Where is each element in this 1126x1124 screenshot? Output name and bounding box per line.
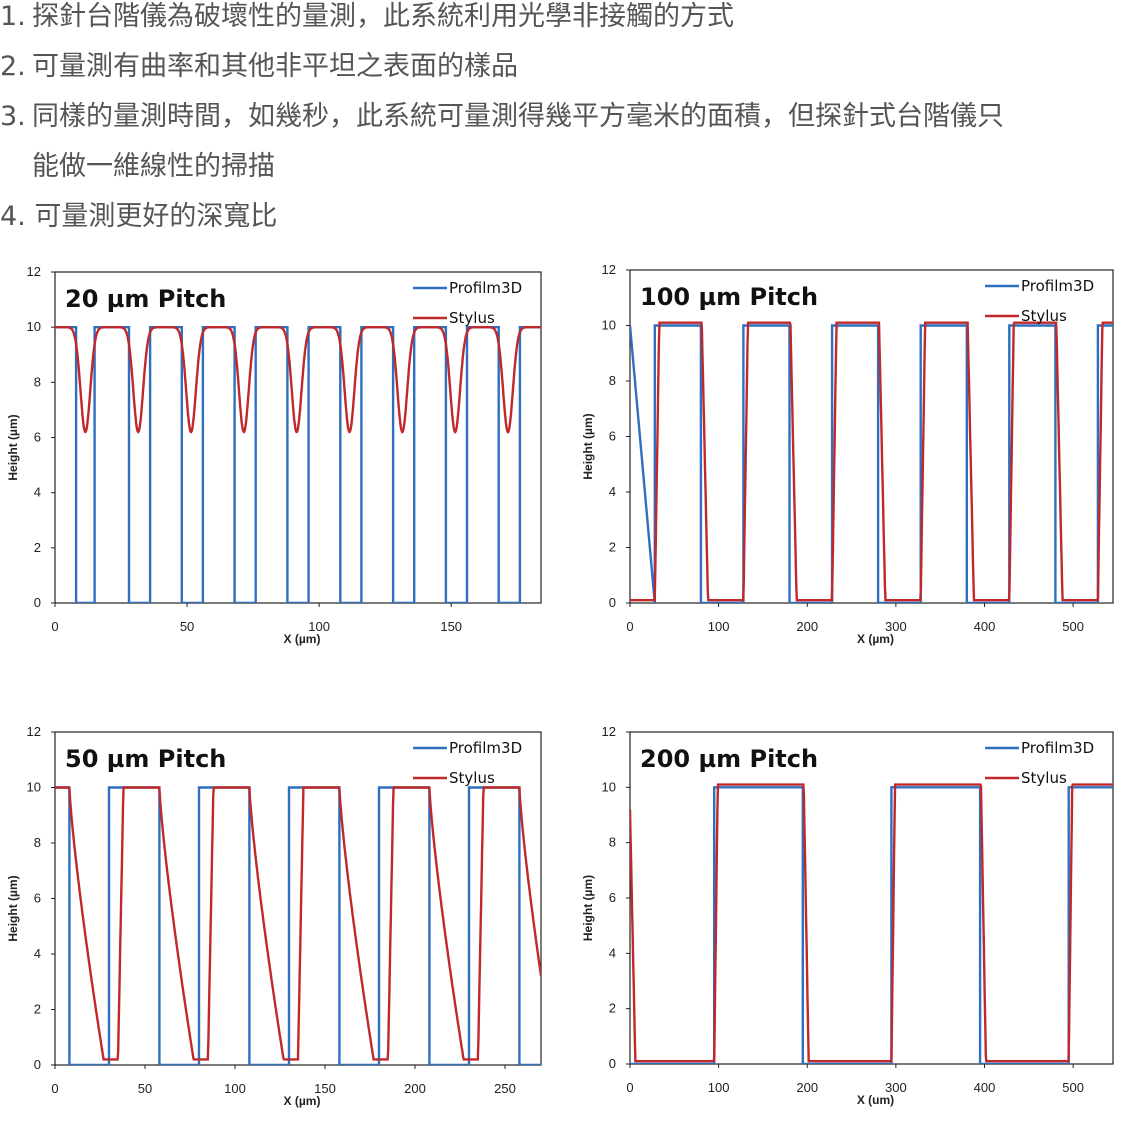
x-tick-label: 200 [404, 1081, 426, 1096]
legend-label-profilm3d: Profilm3D [449, 739, 522, 757]
y-axis-label: Height (µm) [6, 875, 20, 941]
legend-label-stylus: Stylus [449, 309, 495, 327]
x-tick-label: 0 [51, 1081, 58, 1096]
x-tick-label: 100 [708, 1080, 730, 1095]
list-text: 探針台階儀為破壞性的量測，此系統利用光學非接觸的方式 [32, 1, 734, 32]
x-tick-label: 150 [440, 619, 462, 634]
y-axis-label: Height (µm) [581, 413, 595, 479]
chart-title: 20 µm Pitch [65, 285, 226, 313]
x-tick-label: 100 [308, 619, 330, 634]
chart-20um-pitch: 0 2 4 6 8 10 12 0 50 100 150 X (µm) Height (µm) 20 µm… [0, 252, 556, 652]
chart-title: 100 µm Pitch [640, 283, 818, 311]
stylus-series-line [55, 786, 541, 1061]
y-tick-label: 6 [34, 891, 41, 906]
x-tick-label: 50 [180, 619, 194, 634]
legend-label-profilm3d: Profilm3D [1021, 277, 1094, 295]
chart-title: 200 µm Pitch [640, 745, 818, 773]
y-tick-label: 4 [34, 485, 41, 500]
list-item: 4. 可量測更好的深寬比 [0, 201, 278, 232]
y-tick-label: 8 [609, 373, 616, 388]
y-tick-label: 2 [34, 1002, 41, 1017]
y-tick-label: 12 [27, 264, 41, 279]
chart-100um-pitch: 0 2 4 6 8 10 12 0 100 200 300 400 500 X (µm) Height (µ… [572, 252, 1126, 652]
y-tick-label: 4 [34, 946, 41, 961]
y-tick-label: 8 [609, 835, 616, 850]
list-number: 2. [0, 51, 26, 82]
x-tick-label: 500 [1062, 619, 1084, 634]
list-item: 1. 探針台階儀為破壞性的量測，此系統利用光學非接觸的方式 [0, 0, 734, 34]
y-tick-label: 2 [609, 540, 616, 555]
legend-label-profilm3d: Profilm3D [449, 279, 522, 297]
y-tick-label: 8 [34, 835, 41, 850]
x-tick-label: 100 [708, 619, 730, 634]
list-text: 同樣的量測時間，如幾秒，此系統可量測得幾平方毫米的面積，但探針式台階儀只 [32, 101, 1004, 132]
x-tick-label: 150 [314, 1081, 336, 1096]
list-item: 2. 可量測有曲率和其他非平坦之表面的樣品 [0, 50, 518, 84]
legend-label-profilm3d: Profilm3D [1021, 739, 1094, 757]
list-text: 可量測有曲率和其他非平坦之表面的樣品 [32, 51, 518, 82]
x-tick-label: 0 [626, 1080, 633, 1095]
chart-50um-pitch: 0 2 4 6 8 10 12 0 50 100 150 200 250 X (µm) Height (µm… [0, 712, 556, 1112]
x-tick-label: 0 [51, 619, 58, 634]
x-tick-label: 300 [885, 1080, 907, 1095]
x-axis-label: X (µm) [857, 632, 894, 646]
y-tick-label: 0 [609, 1056, 616, 1071]
x-tick-label: 300 [885, 619, 907, 634]
y-tick-label: 0 [34, 595, 41, 610]
chart-200um-pitch: 0 2 4 6 8 10 12 0 100 200 300 400 500 X (um) Height (µ… [572, 712, 1126, 1112]
x-tick-label: 200 [796, 619, 818, 634]
y-tick-label: 10 [602, 779, 616, 794]
stylus-series-line [630, 321, 1113, 602]
y-tick-label: 10 [602, 318, 616, 333]
x-tick-label: 0 [626, 619, 633, 634]
x-tick-label: 500 [1062, 1080, 1084, 1095]
x-tick-label: 250 [494, 1081, 516, 1096]
x-axis-label: X (µm) [284, 632, 321, 646]
y-tick-label: 4 [609, 945, 616, 960]
x-axis-label: X (um) [857, 1093, 894, 1107]
y-tick-label: 0 [34, 1057, 41, 1072]
x-tick-label: 100 [224, 1081, 246, 1096]
y-tick-label: 2 [609, 1001, 616, 1016]
y-tick-label: 8 [34, 374, 41, 389]
profilm3d-series-line [55, 326, 541, 603]
stylus-series-line [55, 326, 541, 434]
y-tick-label: 6 [609, 429, 616, 444]
profilm3d-series-line [630, 786, 1113, 1064]
y-axis-label: Height (µm) [6, 414, 20, 480]
y-tick-label: 4 [609, 484, 616, 499]
y-tick-label: 0 [609, 595, 616, 610]
y-tick-label: 12 [27, 724, 41, 739]
y-tick-label: 6 [609, 890, 616, 905]
list-item: 3. 同樣的量測時間，如幾秒，此系統可量測得幾平方毫米的面積，但探針式台階儀只 [0, 100, 1004, 134]
list-item-continuation: 能做一維線性的掃描 [32, 151, 275, 182]
list-number: 1. [0, 1, 26, 32]
x-axis-label: X (µm) [284, 1094, 321, 1108]
legend-label-stylus: Stylus [1021, 307, 1067, 325]
y-tick-label: 10 [27, 319, 41, 334]
y-tick-label: 12 [602, 262, 616, 277]
chart-title: 50 µm Pitch [65, 745, 226, 773]
legend-label-stylus: Stylus [449, 769, 495, 787]
y-tick-label: 12 [602, 724, 616, 739]
x-tick-label: 200 [796, 1080, 818, 1095]
y-tick-label: 10 [27, 780, 41, 795]
legend-label-stylus: Stylus [1021, 769, 1067, 787]
y-tick-label: 2 [34, 540, 41, 555]
list-number: 3. [0, 101, 26, 132]
y-axis-label: Height (µm) [581, 875, 595, 941]
x-tick-label: 50 [138, 1081, 152, 1096]
stylus-series-line [630, 783, 1113, 1063]
x-tick-label: 400 [974, 619, 996, 634]
x-tick-label: 400 [974, 1080, 996, 1095]
y-tick-label: 6 [34, 430, 41, 445]
